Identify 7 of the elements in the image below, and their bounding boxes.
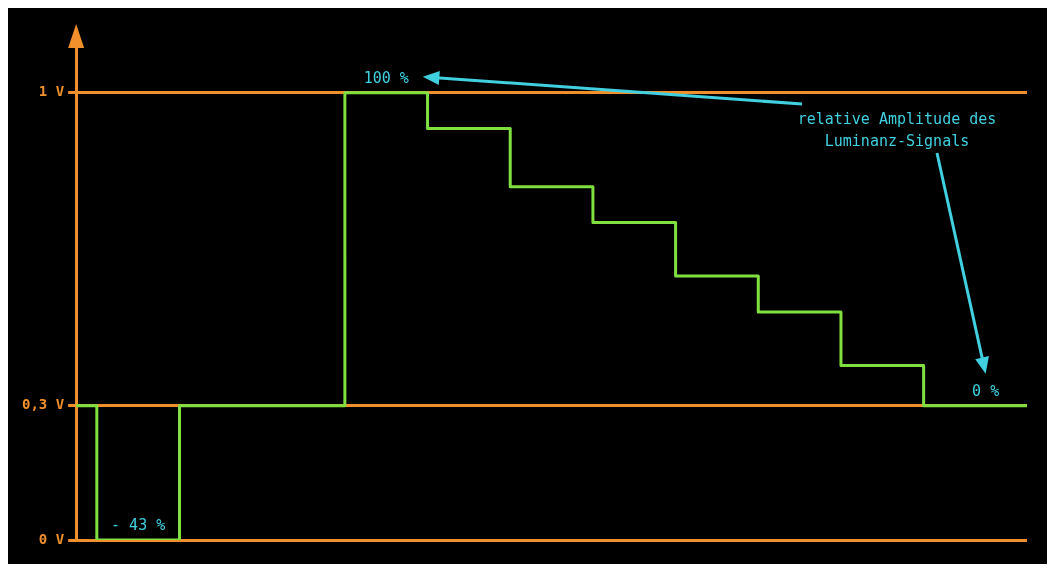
annotation: 100 % [363, 69, 409, 88]
y-tick-label: 0 V [38, 530, 65, 547]
y-tick-label: 1 V [38, 83, 65, 100]
annotation: - 43 % [111, 516, 166, 535]
annotation: relative Amplitude des Luminanz-Signals [796, 109, 998, 152]
annotation: 0 % [972, 382, 1000, 401]
y-tick-label: 0,3 V [21, 396, 65, 413]
